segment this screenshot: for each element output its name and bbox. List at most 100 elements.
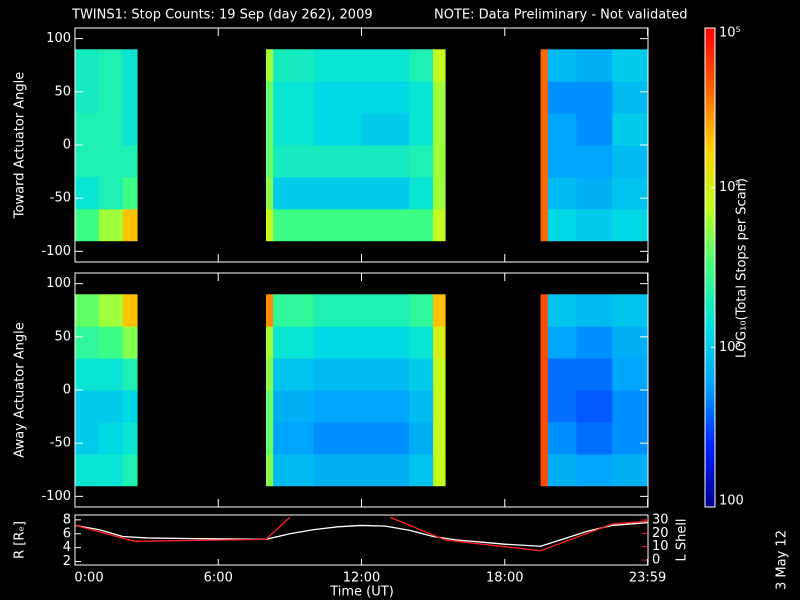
heatmap-cell xyxy=(576,390,613,423)
heatmap-cell xyxy=(75,358,100,391)
heatmap-cell xyxy=(98,145,124,178)
heatmap-cell xyxy=(540,176,549,210)
heatmap-cell xyxy=(75,294,100,327)
heatmap-cell xyxy=(612,421,649,455)
heatmap-cell xyxy=(98,326,124,359)
heatmap-cell xyxy=(273,113,315,146)
heatmap-cell xyxy=(409,145,434,178)
heatmap-cell xyxy=(409,453,434,487)
heatmap-cell xyxy=(122,294,138,327)
heatmap-cell xyxy=(433,49,446,82)
heatmap-cell xyxy=(266,113,274,146)
chart-title: TWINS1: Stop Counts: 19 Sep (day 262), 2… xyxy=(71,8,373,23)
heatmap-cell xyxy=(433,81,446,114)
heatmap-cell xyxy=(409,358,434,391)
heatmap-cell xyxy=(266,390,274,423)
heatmap-cell xyxy=(313,113,362,146)
heatmap-cell xyxy=(75,421,100,455)
y2-tick-label: 10 xyxy=(652,539,669,554)
heatmap-cell xyxy=(547,176,577,210)
heatmap-cell xyxy=(122,145,138,178)
line xyxy=(74,521,649,547)
heatmap-cell xyxy=(122,390,138,423)
heatmap-cell xyxy=(75,113,100,146)
heatmap-cell xyxy=(266,358,274,391)
heatmap-cell xyxy=(576,113,613,146)
heatmap-cell xyxy=(98,208,124,242)
heatmap-cell xyxy=(612,208,649,242)
date-stamp: 3 May 12 xyxy=(775,530,790,590)
heatmap-cell xyxy=(75,145,100,178)
heatmap-cell xyxy=(540,113,549,146)
heatmap-cell xyxy=(612,358,649,391)
heatmap-cell xyxy=(409,208,434,242)
y-tick-label: 50 xyxy=(54,84,71,99)
heatmap-cell xyxy=(273,453,315,487)
heatmap-cell xyxy=(361,176,410,210)
heatmap-cell xyxy=(409,176,434,210)
heatmap-cell xyxy=(361,113,410,146)
heatmap-cell xyxy=(409,390,434,423)
heatmap-cell xyxy=(612,81,649,114)
heatmap-cell xyxy=(361,145,410,178)
heatmap-cell xyxy=(273,326,315,359)
heatmap-cell xyxy=(576,49,613,82)
heatmap-cell xyxy=(313,176,362,210)
heatmap-cell xyxy=(361,358,410,391)
heatmap-cell xyxy=(433,390,446,423)
y-axis-label: Away Actuator Angle xyxy=(13,322,28,457)
heatmap-cell xyxy=(547,81,577,114)
heatmap-cell xyxy=(266,294,274,327)
heatmap-cell xyxy=(313,145,362,178)
heatmap-cell xyxy=(266,453,274,487)
heatmap-cell xyxy=(612,176,649,210)
heatmap-cell xyxy=(433,113,446,146)
heatmap-cell xyxy=(576,453,613,487)
heatmap-cell xyxy=(612,294,649,327)
y-axis-label: R [Rₑ] xyxy=(13,521,28,559)
heatmap-cell xyxy=(612,113,649,146)
heatmap-cell xyxy=(547,49,577,82)
x-tick-label: 18:00 xyxy=(486,571,523,586)
heatmap-cell xyxy=(75,326,100,359)
heatmap-cell xyxy=(361,49,410,82)
heatmap-cell xyxy=(273,208,315,242)
heatmap-cell xyxy=(361,390,410,423)
y-tick-label: 0 xyxy=(63,383,71,398)
heatmap-cell xyxy=(361,294,410,327)
heatmap-cell xyxy=(98,453,124,487)
heatmap-cell xyxy=(433,208,446,242)
heatmap-cell xyxy=(98,421,124,455)
heatmap-cell xyxy=(98,294,124,327)
heatmap-cell xyxy=(540,421,549,455)
heatmap-cell xyxy=(273,81,315,114)
heatmap-cell xyxy=(122,208,138,242)
heatmap-cell xyxy=(409,49,434,82)
y-axis-label: Toward Actuator Angle xyxy=(13,72,28,219)
heatmap-cell xyxy=(75,176,100,210)
heatmap-cell xyxy=(266,208,274,242)
heatmap-cell xyxy=(75,49,100,82)
heatmap-cell xyxy=(612,326,649,359)
colorbar-tick-label: 100 xyxy=(719,494,744,509)
heatmap-cell xyxy=(266,176,274,210)
heatmap-cell xyxy=(433,145,446,178)
colorbar-tick-label: 10⁴ xyxy=(719,180,741,195)
x-tick-label: 6:00 xyxy=(204,571,233,586)
heatmap-cell xyxy=(98,49,124,82)
heatmap-cell xyxy=(612,49,649,82)
heatmap-cell xyxy=(98,358,124,391)
heatmap-cell xyxy=(540,145,549,178)
heatmap-cell xyxy=(266,326,274,359)
y2-tick-label: 20 xyxy=(652,526,669,541)
heatmap-cell xyxy=(409,294,434,327)
clip-top xyxy=(0,508,800,515)
heatmap-cell xyxy=(576,81,613,114)
heatmap-cell xyxy=(361,453,410,487)
heatmap-cell xyxy=(122,421,138,455)
heatmap-cell xyxy=(547,421,577,455)
heatmap-cell xyxy=(313,421,362,455)
heatmap-cell xyxy=(540,294,549,327)
x-tick-label: 12:00 xyxy=(343,571,380,586)
